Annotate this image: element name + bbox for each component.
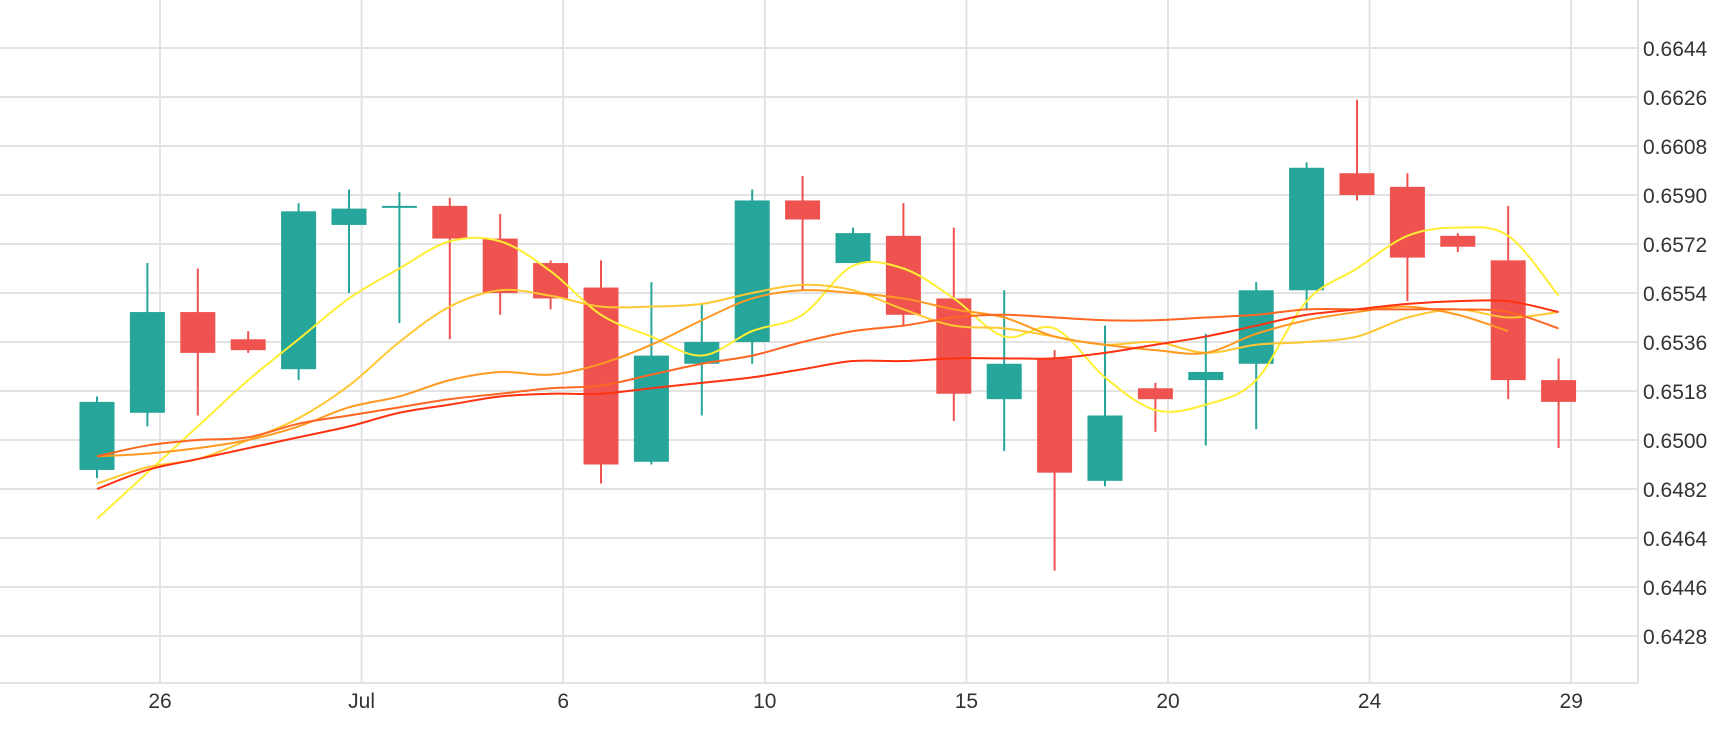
candle-up: [79, 396, 115, 479]
candle-down: [1137, 382, 1173, 432]
candle-body: [1037, 358, 1073, 473]
candle-body: [1238, 290, 1274, 364]
candle-body: [432, 205, 468, 239]
candle-body: [482, 238, 518, 293]
axis-labels: 0.6644 0.6626 0.6608 0.6590 0.6572 0.6554 0.65…: [148, 38, 1707, 713]
candle-body: [1440, 235, 1476, 247]
y-tick-label: 0.6608: [1643, 136, 1707, 159]
candle-down: [230, 331, 266, 353]
moving-average-line: [96, 289, 1509, 458]
candle-body: [986, 363, 1022, 400]
y-tick-label: 0.6644: [1643, 38, 1708, 61]
moving-average-line: [96, 307, 1559, 458]
x-tick-label: 20: [1156, 690, 1179, 713]
x-tick-label: 10: [753, 690, 776, 713]
y-tick-label: 0.6500: [1643, 430, 1707, 453]
moving-average-line: [96, 283, 1559, 485]
candle-down: [583, 260, 619, 484]
candle-body: [1188, 371, 1224, 381]
candle-down: [1541, 358, 1577, 449]
y-tick-label: 0.6572: [1643, 234, 1707, 257]
candle-body: [835, 233, 871, 264]
y-tick-label: 0.6626: [1643, 87, 1707, 110]
candle-down: [482, 214, 518, 315]
moving-average-lines: [96, 226, 1560, 520]
candle-body: [1339, 173, 1375, 195]
candle-up: [331, 189, 367, 293]
candle-up: [734, 189, 770, 364]
candle-body: [785, 200, 821, 220]
y-tick-label: 0.6590: [1643, 185, 1707, 208]
candle-up: [129, 263, 165, 427]
candle-body: [281, 211, 317, 370]
candle-down: [1490, 205, 1526, 400]
candle-up: [1087, 325, 1123, 487]
candle-up: [835, 227, 871, 264]
candle-body: [583, 287, 619, 465]
candle-body: [180, 312, 216, 353]
x-tick-label: 26: [148, 690, 171, 713]
candle-body: [1389, 186, 1425, 258]
candle-body: [381, 205, 417, 208]
candles: [79, 99, 1577, 571]
candle-up: [281, 203, 317, 381]
candle-down: [1339, 99, 1375, 201]
candle-down: [432, 197, 468, 340]
y-tick-label: 0.6482: [1643, 479, 1707, 502]
candle-down: [1440, 233, 1476, 253]
y-tick-label: 0.6464: [1643, 528, 1708, 551]
candle-up: [1238, 282, 1274, 430]
candle-down: [936, 227, 972, 421]
candle-down: [1037, 350, 1073, 571]
candle-body: [734, 200, 770, 342]
candle-down: [180, 268, 216, 416]
x-tick-label: 15: [955, 690, 978, 713]
y-tick-label: 0.6536: [1643, 332, 1707, 355]
candle-body: [1541, 380, 1577, 402]
candle-down: [1389, 173, 1425, 302]
candle-body: [1289, 167, 1325, 291]
candle-down: [785, 175, 821, 291]
y-tick-label: 0.6446: [1643, 577, 1707, 600]
candle-body: [230, 339, 266, 351]
moving-average-line: [96, 226, 1560, 520]
candle-body: [936, 298, 972, 394]
moving-average-line: [96, 299, 1559, 490]
y-tick-label: 0.6554: [1643, 283, 1708, 306]
candle-body: [129, 312, 165, 413]
candle-up: [633, 282, 669, 465]
candle-body: [633, 355, 669, 462]
candle-body: [79, 401, 115, 470]
candle-body: [1490, 260, 1526, 381]
candle-up: [1289, 162, 1325, 310]
candle-body: [1087, 415, 1123, 481]
candle-up: [381, 192, 417, 323]
y-tick-label: 0.6518: [1643, 381, 1707, 404]
candle-body: [684, 342, 720, 364]
x-tick-label: 6: [557, 690, 569, 713]
candle-body: [1137, 388, 1173, 400]
x-tick-label: Jul: [348, 690, 375, 713]
candle-body: [331, 208, 367, 225]
x-tick-label: 29: [1560, 690, 1583, 713]
candle-up: [684, 303, 720, 416]
y-tick-label: 0.6428: [1643, 626, 1707, 649]
candle-body: [885, 235, 921, 315]
x-tick-label: 24: [1358, 690, 1382, 713]
